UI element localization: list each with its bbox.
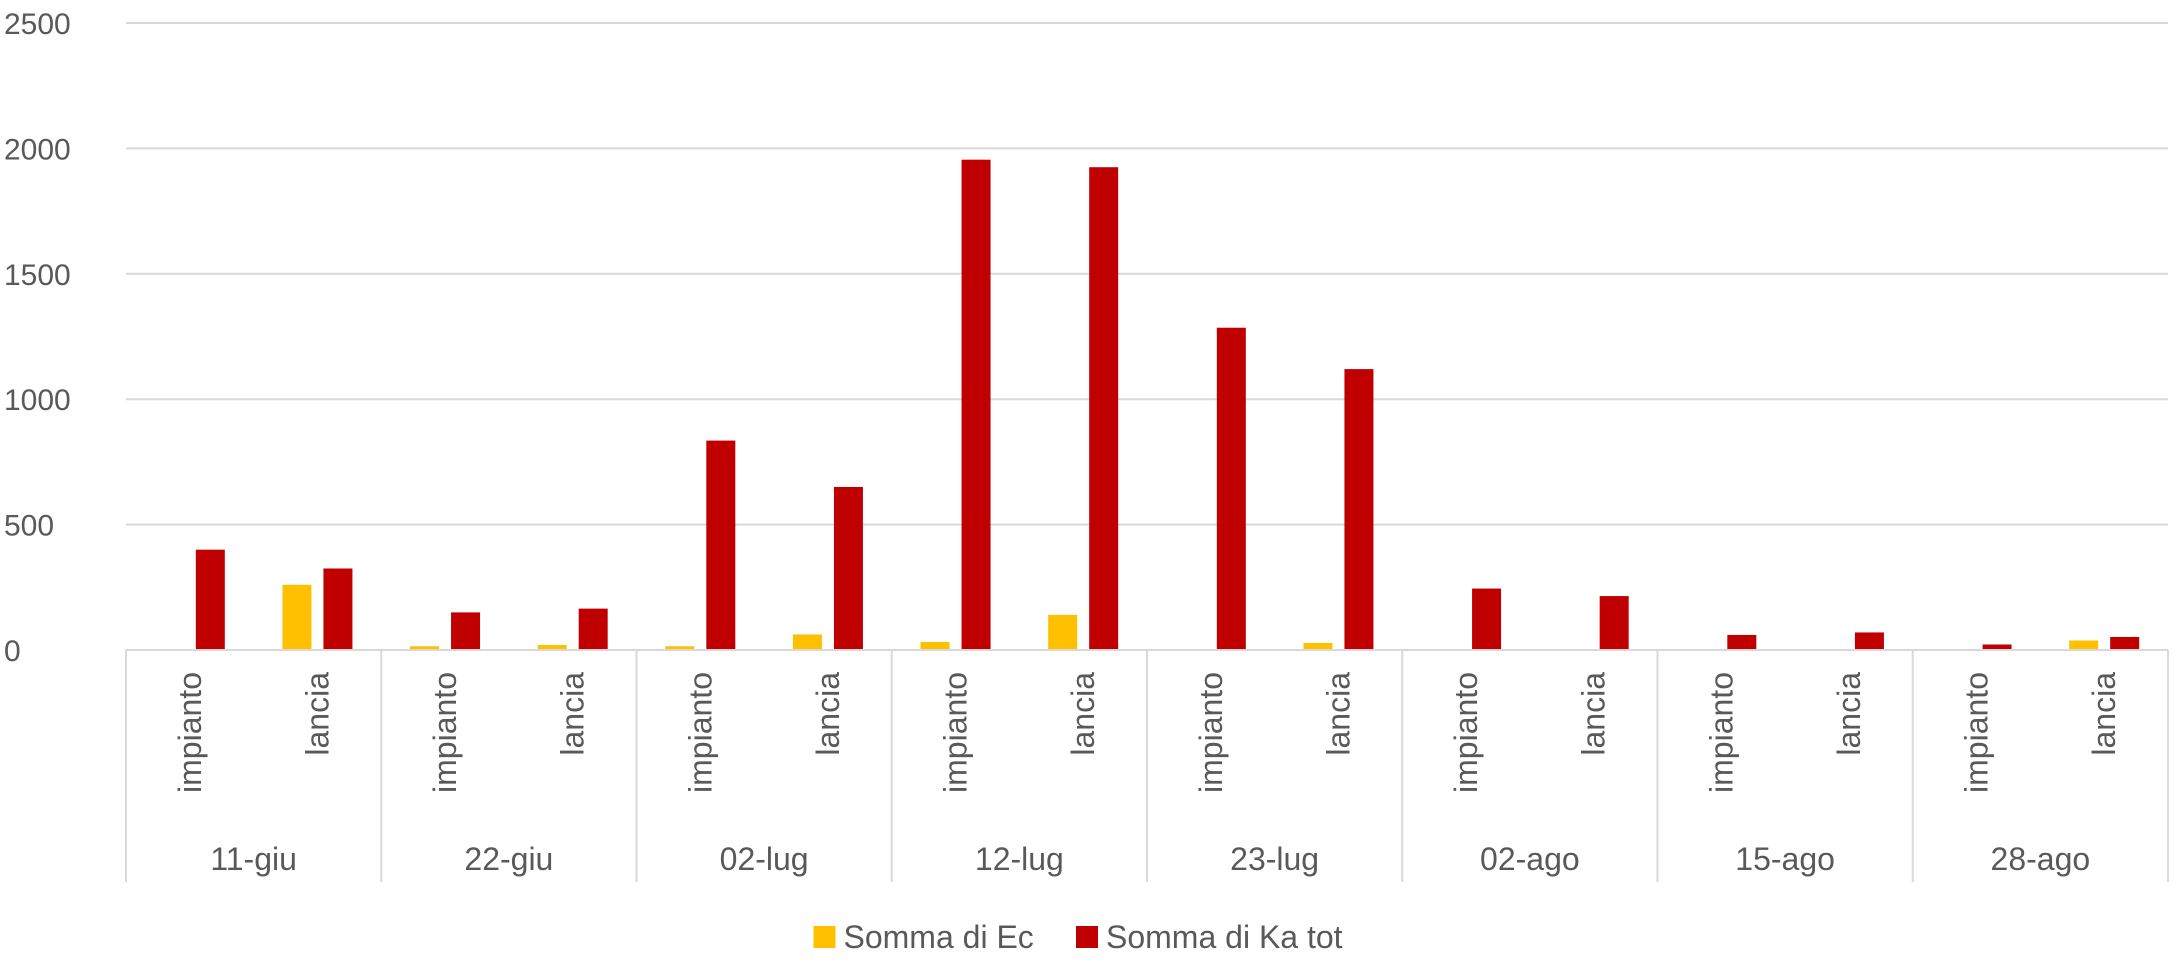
y-tick-label: 0 xyxy=(4,635,21,668)
bar-ec xyxy=(920,641,950,650)
y-tick-label: 2500 xyxy=(4,8,71,41)
x-axis xyxy=(125,649,2169,882)
x-group-label: 12-lug xyxy=(975,841,1064,877)
bar-ec xyxy=(665,646,695,650)
x-sub-label: impianto xyxy=(1959,672,1995,793)
bar-ka-tot xyxy=(1854,632,1884,650)
bar-ka-tot xyxy=(1216,327,1246,650)
x-sub-label: lancia xyxy=(2086,672,2122,756)
x-sub-label: impianto xyxy=(172,672,208,793)
bars xyxy=(195,159,2140,650)
x-sub-label: lancia xyxy=(1320,672,1356,756)
x-group-label: 15-ago xyxy=(1735,841,1835,877)
x-group-label: 23-lug xyxy=(1230,841,1319,877)
bar-ka-tot xyxy=(1472,588,1502,650)
bar-ec xyxy=(410,646,440,650)
x-sub-label: lancia xyxy=(1065,672,1101,756)
x-sub-label: impianto xyxy=(938,672,974,793)
bar-ka-tot xyxy=(1727,634,1757,650)
x-sub-label: lancia xyxy=(555,672,591,756)
bar-ka-tot xyxy=(1982,644,2012,650)
bar-ka-tot xyxy=(195,549,225,650)
x-sub-label: impianto xyxy=(682,672,718,793)
legend-label: Somma di Ec xyxy=(844,919,1034,955)
bar-ka-tot xyxy=(961,159,991,650)
bar-ka-tot xyxy=(451,612,481,650)
x-sub-label: impianto xyxy=(427,672,463,793)
bar-ka-tot xyxy=(1089,167,1119,650)
legend-swatch xyxy=(1076,926,1098,948)
y-tick-label: 1500 xyxy=(4,259,71,292)
x-group-label: 02-lug xyxy=(720,841,809,877)
bar-ka-tot xyxy=(578,608,608,650)
bar-ec xyxy=(1303,642,1333,650)
x-group-label: 02-ago xyxy=(1480,841,1580,877)
bar-ec xyxy=(792,634,822,650)
x-group-label: 11-giu xyxy=(210,841,297,877)
y-tick-label: 2000 xyxy=(4,133,71,166)
bar-ka-tot xyxy=(323,568,353,650)
bar-ka-tot xyxy=(833,486,863,650)
bar-ec xyxy=(537,644,567,650)
y-tick-label: 1000 xyxy=(4,384,71,417)
gridlines xyxy=(126,22,2168,651)
bar-ka-tot xyxy=(2110,636,2140,650)
x-sub-label: lancia xyxy=(1576,672,1612,756)
x-sub-label: impianto xyxy=(1448,672,1484,793)
legend-item-ec: Somma di Ec xyxy=(813,919,1034,955)
legend-swatch xyxy=(813,926,836,948)
x-sub-label: impianto xyxy=(1703,672,1739,793)
x-sub-label: lancia xyxy=(810,672,846,756)
legend: Somma di Ec Somma di Ka tot xyxy=(813,919,1343,955)
bar-ka-tot xyxy=(706,440,736,650)
bar-ka-tot xyxy=(1599,596,1629,650)
bar-ka-tot xyxy=(1344,369,1374,650)
x-sub-label: impianto xyxy=(1193,672,1229,793)
legend-item-ka-tot: Somma di Ka tot xyxy=(1076,919,1343,955)
legend-label: Somma di Ka tot xyxy=(1106,919,1343,955)
y-axis-ticks: 0 500 1000 1500 2000 2500 xyxy=(4,8,71,668)
x-axis-labels: impianto lancia 11-giu impianto lancia 22-giu… xyxy=(172,672,2122,877)
bar-ec xyxy=(2069,640,2099,650)
x-sub-label: lancia xyxy=(299,672,335,756)
bar-ec xyxy=(1048,614,1078,650)
x-group-label: 28-ago xyxy=(1991,841,2091,877)
bar-ec xyxy=(282,584,312,650)
x-sub-label: lancia xyxy=(1831,672,1867,756)
x-group-label: 22-giu xyxy=(464,841,553,877)
y-tick-label: 500 xyxy=(4,510,54,543)
